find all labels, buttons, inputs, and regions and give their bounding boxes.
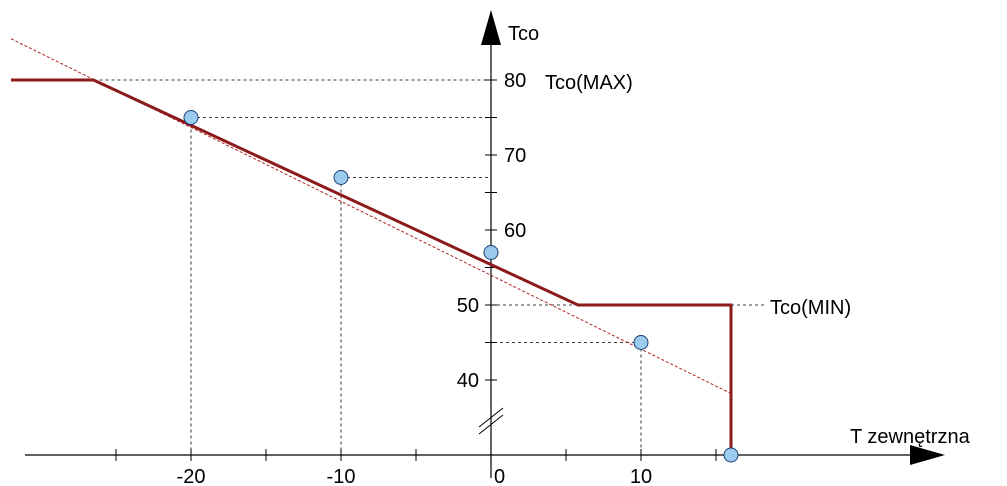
extension-line	[10, 38, 732, 394]
data-point	[483, 245, 499, 260]
extension-dashed-line	[10, 38, 732, 394]
data-point	[333, 170, 349, 185]
data-point	[723, 447, 739, 463]
axis-break-mark	[478, 414, 504, 435]
tco-min-label: Tco(MIN)	[770, 297, 851, 319]
guide-lines	[93, 79, 765, 455]
tco-max-label: Tco(MAX)	[545, 72, 633, 94]
series-lines	[11, 78, 733, 455]
x-tick-label: -20	[177, 466, 206, 486]
y-tick-label: 70	[504, 145, 526, 167]
y-tick-label: 80	[504, 70, 526, 92]
axes: -20 -10 0 10 40 50 60 70 80	[25, 10, 945, 486]
x-tick-label: 0	[494, 466, 505, 486]
x-axis-title: T zewnętrzna	[850, 426, 971, 448]
data-point	[183, 110, 199, 125]
heating-curve-line	[11, 78, 733, 455]
y-axis-title: Tco	[508, 23, 539, 45]
axis-break-mark	[478, 407, 504, 428]
y-tick-label: 40	[457, 370, 479, 392]
data-point	[633, 335, 649, 350]
y-tick-label: 50	[457, 295, 479, 317]
x-tick-label: 10	[630, 466, 652, 486]
x-tick-label: -10	[327, 466, 356, 486]
y-tick-label: 60	[504, 220, 526, 242]
labels: Tco T zewnętrzna Tco(MAX) Tco(MIN)	[508, 23, 971, 448]
y-axis-arrow	[481, 10, 501, 45]
x-axis-arrow	[910, 445, 945, 465]
data-markers	[183, 110, 739, 463]
